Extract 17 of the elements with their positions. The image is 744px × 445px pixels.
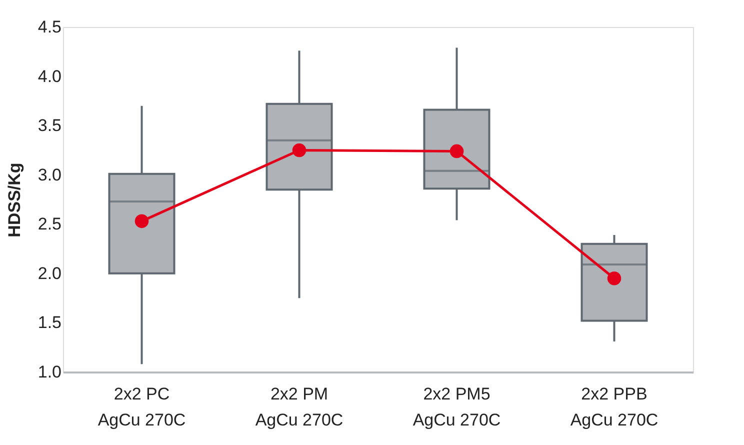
y-tick-label: 2.5 <box>38 214 62 234</box>
y-tick-label: 1.0 <box>38 362 62 382</box>
point <box>450 144 464 158</box>
x-tick-label: 2x2 PM5 AgCu 270C <box>412 384 501 430</box>
y-tick-label: 3.0 <box>38 165 62 184</box>
point <box>292 143 306 158</box>
y-axis-title: HDSS/Kg <box>4 162 24 238</box>
x-tick-label: 2x2 PPB AgCu 270C <box>570 384 658 430</box>
point <box>134 214 149 228</box>
x-tick-label: 2x2 PM AgCu 270C <box>255 384 344 430</box>
y-tick-label: 3.5 <box>38 116 62 136</box>
point <box>607 271 622 286</box>
y-tick-label: 2.0 <box>38 264 62 283</box>
y-tick-label: 4.5 <box>38 18 62 36</box>
y-tick-label: 1.5 <box>38 313 62 332</box>
y-tick-label: 4.0 <box>38 66 62 86</box>
x-tick-label: 2x2 PC AgCu 270C <box>98 384 186 430</box>
